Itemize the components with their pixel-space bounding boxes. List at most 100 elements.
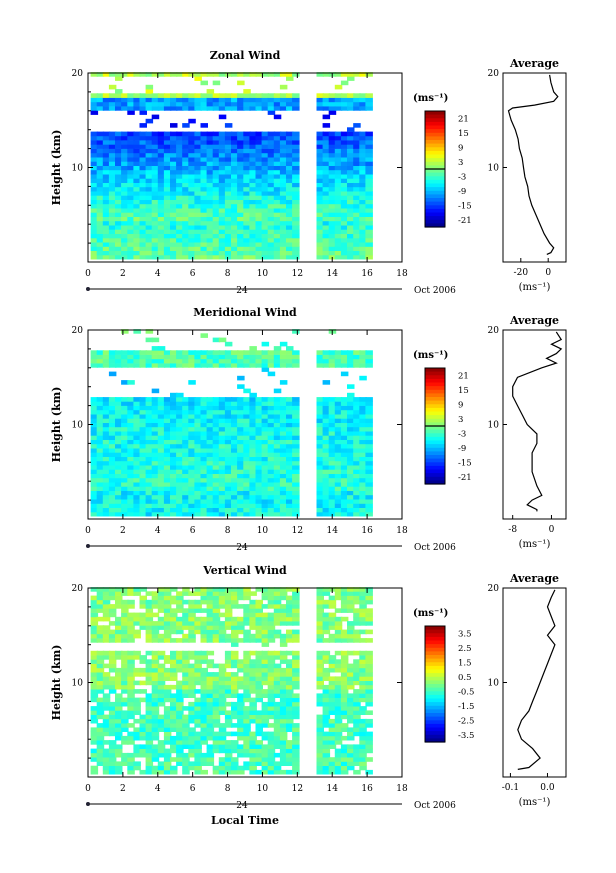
heatmap-cell xyxy=(237,503,245,508)
heatmap-cell xyxy=(224,101,233,107)
heatmap-cell xyxy=(121,401,129,406)
heatmap-cell xyxy=(322,174,331,179)
heatmap-cell xyxy=(163,473,172,479)
heatmap-cell xyxy=(102,591,111,596)
heatmap-cell xyxy=(194,97,202,103)
heatmap-cell xyxy=(139,448,147,453)
heatmap-cell xyxy=(231,663,239,669)
heatmap-cell xyxy=(353,178,361,183)
heatmap-cell xyxy=(139,203,147,209)
heatmap-cell xyxy=(340,629,349,635)
heatmap-cell xyxy=(127,174,135,179)
heatmap-cell xyxy=(231,740,239,745)
heatmap-cell xyxy=(194,422,202,428)
heatmap-cell xyxy=(316,97,324,103)
heatmap-cell xyxy=(212,765,221,771)
heatmap-cell xyxy=(255,422,263,428)
heatmap-cell xyxy=(261,220,270,226)
heatmap-cell xyxy=(231,684,239,690)
heatmap-cell xyxy=(206,604,215,609)
heatmap-cell xyxy=(249,350,257,355)
heatmap-cell xyxy=(188,93,196,98)
heatmap-field xyxy=(90,329,373,517)
heatmap-cell xyxy=(340,633,349,639)
heatmap-cell xyxy=(328,144,337,149)
heatmap-cell xyxy=(224,157,233,162)
heatmap-cell xyxy=(279,757,288,762)
heatmap-cell xyxy=(347,604,355,609)
heatmap-cell xyxy=(286,212,294,217)
heatmap-cell xyxy=(145,706,154,711)
heatmap-cell xyxy=(261,178,270,183)
heatmap-cell xyxy=(176,237,184,243)
heatmap-cell xyxy=(340,757,349,762)
heatmap-cell xyxy=(292,165,300,171)
heatmap-cell xyxy=(353,744,361,749)
heatmap-cell xyxy=(90,604,99,609)
heatmap-cell xyxy=(353,199,361,205)
heatmap-cell xyxy=(206,431,215,436)
heatmap-cell xyxy=(163,448,172,453)
heatmap-cell xyxy=(145,676,154,681)
heatmap-cell xyxy=(279,511,288,517)
heatmap-cell xyxy=(292,769,300,775)
heatmap-cell xyxy=(121,650,129,656)
heatmap-cell xyxy=(139,727,147,732)
heatmap-cell xyxy=(218,684,227,690)
colorbar-frame xyxy=(424,625,446,743)
heatmap-cell xyxy=(151,650,160,656)
heatmap-cell xyxy=(200,486,208,491)
heatmap-cell xyxy=(127,405,135,411)
heatmap-cell xyxy=(243,72,251,77)
heatmap-cell xyxy=(151,152,160,158)
heatmap-cell xyxy=(224,237,233,243)
heatmap-cell xyxy=(115,106,123,111)
heatmap-cell xyxy=(286,431,294,436)
heatmap-cell xyxy=(279,178,288,183)
heatmap-cell xyxy=(359,689,367,694)
heatmap-cell xyxy=(365,350,373,355)
heatmap-cell xyxy=(249,216,257,222)
heatmap-cell xyxy=(182,195,190,200)
heatmap-cell xyxy=(255,499,263,504)
heatmap-cell xyxy=(279,633,288,639)
heatmap-cell xyxy=(108,604,117,609)
heatmap-cell xyxy=(139,731,147,737)
heatmap-cell xyxy=(182,135,190,141)
heatmap-cell xyxy=(170,676,178,681)
heatmap-cell xyxy=(353,250,361,256)
heatmap-cell xyxy=(334,363,343,368)
colorbar-tick-label: -15 xyxy=(458,458,472,468)
heatmap-cell xyxy=(340,229,349,234)
heatmap-cell xyxy=(273,693,282,698)
heatmap-cell xyxy=(170,477,178,483)
heatmap-cell xyxy=(261,409,270,415)
heatmap-cell xyxy=(279,616,288,622)
heatmap-cell xyxy=(108,237,117,243)
heatmap-cell xyxy=(286,216,294,222)
heatmap-cell xyxy=(273,72,282,77)
x-tick-label: 12 xyxy=(292,269,303,279)
heatmap-cell xyxy=(127,693,135,698)
heatmap-cell xyxy=(255,684,263,690)
heatmap-cell xyxy=(194,494,202,500)
heatmap-cell xyxy=(334,186,343,192)
colorbar-band xyxy=(425,208,445,214)
heatmap-cell xyxy=(182,689,190,694)
heatmap-cell xyxy=(139,465,147,470)
heatmap-cell xyxy=(127,358,135,364)
heatmap-cell xyxy=(340,452,349,457)
heatmap-cell xyxy=(231,769,239,775)
heatmap-cell xyxy=(237,511,245,517)
heatmap-cell xyxy=(340,456,349,462)
heatmap-cell xyxy=(231,723,239,728)
heatmap-cell xyxy=(261,354,270,360)
heatmap-cell xyxy=(139,414,147,419)
heatmap-cell xyxy=(218,689,227,694)
heatmap-cell xyxy=(231,233,239,239)
heatmap-cell xyxy=(224,131,233,137)
heatmap-cell xyxy=(218,667,227,673)
heatmap-cell xyxy=(151,710,160,715)
heatmap-cell xyxy=(108,358,117,364)
heatmap-cell xyxy=(163,769,172,775)
